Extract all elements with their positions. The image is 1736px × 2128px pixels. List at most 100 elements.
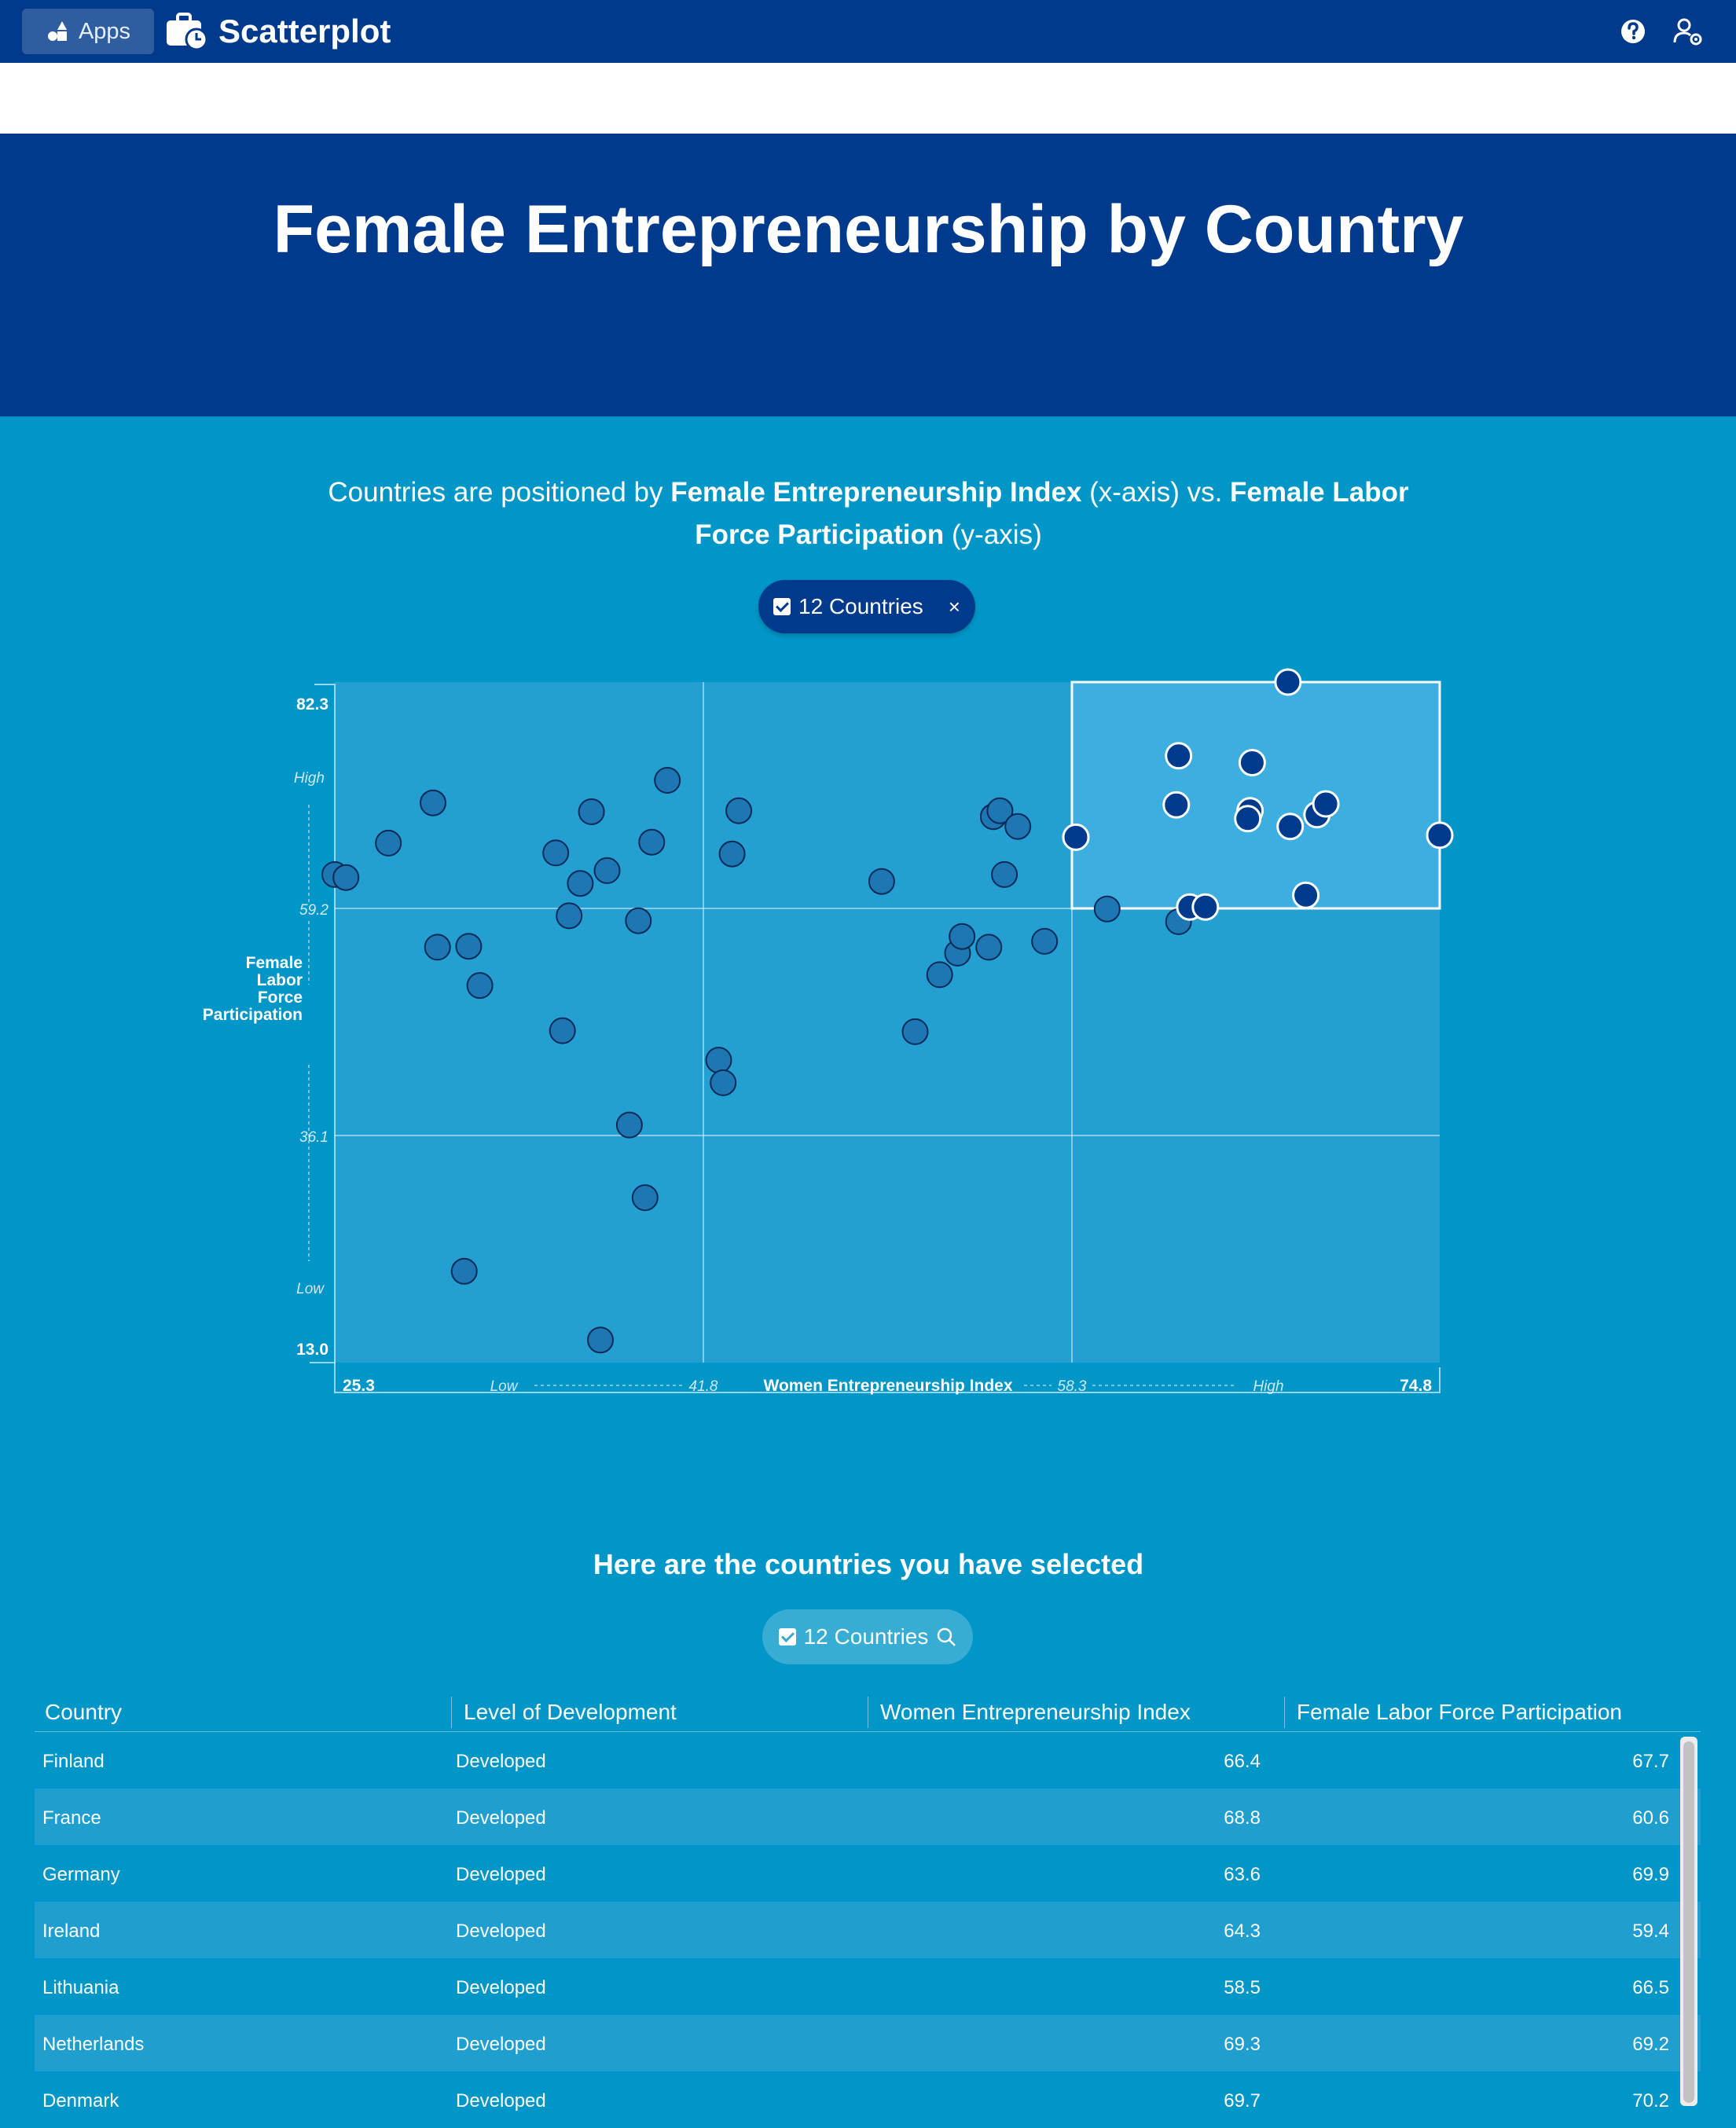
table-row[interactable]: France Developed 68.8 60.6 xyxy=(35,1789,1701,1845)
shapes-icon xyxy=(47,21,67,41)
selected-country-point[interactable] xyxy=(1426,821,1454,849)
country-point[interactable] xyxy=(991,860,1018,888)
country-point[interactable] xyxy=(549,1017,576,1044)
clear-selection-button[interactable]: × xyxy=(948,594,960,618)
scrollbar-thumb[interactable] xyxy=(1683,1741,1694,2103)
description-y-suffix: (y-axis) xyxy=(944,519,1042,550)
gridlines xyxy=(335,682,1440,1363)
country-point[interactable] xyxy=(710,1069,737,1096)
selected-country-point[interactable] xyxy=(1062,823,1090,851)
country-point[interactable] xyxy=(587,1326,614,1354)
table-row[interactable]: Denmark Developed 69.7 70.2 xyxy=(35,2071,1701,2128)
cell-labor-participation: 66.5 xyxy=(1632,1977,1669,1998)
cell-entrepreneurship-index: 69.7 xyxy=(1224,2090,1261,2111)
y-high-label: High xyxy=(294,770,325,787)
selected-country-point[interactable] xyxy=(1162,791,1191,819)
page-title: Female Entrepreneurship by Country xyxy=(273,192,1464,267)
country-point[interactable] xyxy=(375,829,402,857)
header-divider xyxy=(451,1697,452,1728)
y-axis-title: Female Labor Force Participation xyxy=(203,954,303,1024)
country-point[interactable] xyxy=(332,864,360,891)
cell-development: Developed xyxy=(456,1751,546,1772)
country-point[interactable] xyxy=(975,934,1003,961)
y-low-label: Low xyxy=(296,1281,325,1297)
cell-development: Developed xyxy=(456,1921,546,1942)
x-axis-title: Women Entrepreneurship Index xyxy=(764,1377,1013,1395)
country-point[interactable] xyxy=(868,868,895,895)
x-tick-mid-high: 58.3 xyxy=(1058,1378,1087,1395)
header-labor-participation[interactable]: Female Labor Force Participation xyxy=(1297,1700,1622,1724)
table-row[interactable]: Finland Developed 66.4 67.7 xyxy=(35,1732,1701,1789)
country-point[interactable] xyxy=(949,923,976,950)
hero-banner: Female Entrepreneurship by Country xyxy=(0,134,1736,416)
user-settings-icon[interactable] xyxy=(1672,16,1704,47)
apps-button[interactable]: Apps xyxy=(22,9,154,54)
selected-country-point[interactable] xyxy=(1238,749,1266,776)
table-row[interactable]: Ireland Developed 64.3 59.4 xyxy=(35,1902,1701,1958)
countries-search-pill[interactable]: 12 Countries xyxy=(762,1609,973,1664)
country-point[interactable] xyxy=(424,934,451,961)
table-body: Finland Developed 66.4 67.7 France Developed 6… xyxy=(35,1732,1701,2128)
x-axis-labels: 25.3 Low 41.8 Women Entrepreneurship Ind… xyxy=(343,1377,1432,1395)
table-row[interactable]: Germany Developed 63.6 69.9 xyxy=(35,1845,1701,1902)
country-point[interactable] xyxy=(986,797,1014,824)
selected-country-point[interactable] xyxy=(1165,742,1193,770)
country-point[interactable] xyxy=(556,902,583,930)
header-country[interactable]: Country xyxy=(45,1700,123,1724)
brand[interactable]: Scatterplot xyxy=(165,8,391,55)
selected-country-point[interactable] xyxy=(1276,813,1305,841)
table-row[interactable]: Netherlands Developed 69.3 69.2 xyxy=(35,2015,1701,2071)
cell-entrepreneurship-index: 69.3 xyxy=(1224,2034,1261,2055)
country-point[interactable] xyxy=(593,857,621,884)
selected-country-point[interactable] xyxy=(1234,805,1262,833)
header-entrepreneurship-index[interactable]: Women Entrepreneurship Index xyxy=(880,1700,1191,1724)
header-development[interactable]: Level of Development xyxy=(464,1700,677,1724)
cell-labor-participation: 69.2 xyxy=(1632,2034,1669,2055)
x-tick-mid-low: 41.8 xyxy=(689,1378,718,1395)
help-icon[interactable] xyxy=(1617,16,1649,47)
selected-countries-heading: Here are the countries you have selected xyxy=(593,1548,1144,1580)
country-point[interactable] xyxy=(420,789,446,816)
selected-country-point[interactable] xyxy=(1292,881,1320,909)
y-tick-mid-high: 59.2 xyxy=(299,902,328,919)
cell-labor-participation: 69.9 xyxy=(1632,1864,1669,1885)
selected-country-point[interactable] xyxy=(1274,668,1302,696)
country-point[interactable] xyxy=(1093,895,1121,923)
country-point[interactable] xyxy=(625,907,652,934)
data-points[interactable] xyxy=(321,668,1454,1354)
table-scrollbar[interactable] xyxy=(1680,1737,1697,2106)
scatter-chart[interactable]: 82.3 High 59.2 36.1 Low 13.0 Female Labor… xyxy=(0,660,1736,1414)
selection-filter-pill[interactable]: 12 Countries × xyxy=(758,580,975,633)
cell-country: Netherlands xyxy=(42,2034,145,2055)
country-point[interactable] xyxy=(926,961,953,989)
country-point[interactable] xyxy=(718,840,746,868)
country-point[interactable] xyxy=(901,1018,929,1045)
country-point[interactable] xyxy=(567,870,594,897)
y-tick-mid-low: 36.1 xyxy=(299,1129,328,1146)
country-point[interactable] xyxy=(725,797,753,824)
country-point[interactable] xyxy=(1031,927,1059,955)
country-point[interactable] xyxy=(466,972,494,1000)
country-point[interactable] xyxy=(705,1047,732,1074)
table-row[interactable]: Lithuania Developed 58.5 66.5 xyxy=(35,1958,1701,2015)
country-point[interactable] xyxy=(654,767,681,794)
description-y-name: Female Labor Force Participation xyxy=(695,477,1409,550)
selected-country-point[interactable] xyxy=(1312,790,1340,818)
briefcase-clock-icon xyxy=(167,13,207,50)
cell-country: Germany xyxy=(42,1864,120,1885)
selected-country-point[interactable] xyxy=(1191,893,1220,921)
country-point[interactable] xyxy=(1004,813,1032,840)
country-point[interactable] xyxy=(615,1111,643,1139)
cell-entrepreneurship-index: 63.6 xyxy=(1224,1864,1261,1885)
country-point[interactable] xyxy=(455,933,483,960)
country-point[interactable] xyxy=(578,798,605,825)
cell-entrepreneurship-index: 66.4 xyxy=(1224,1751,1261,1772)
country-point[interactable] xyxy=(631,1184,659,1212)
country-point[interactable] xyxy=(542,839,570,867)
country-point[interactable] xyxy=(450,1257,478,1285)
selection-region[interactable] xyxy=(1070,681,1441,910)
apps-label: Apps xyxy=(78,18,131,44)
header-divider xyxy=(1284,1697,1285,1728)
country-point[interactable] xyxy=(638,828,666,856)
y-axis-bracket xyxy=(310,684,336,1363)
